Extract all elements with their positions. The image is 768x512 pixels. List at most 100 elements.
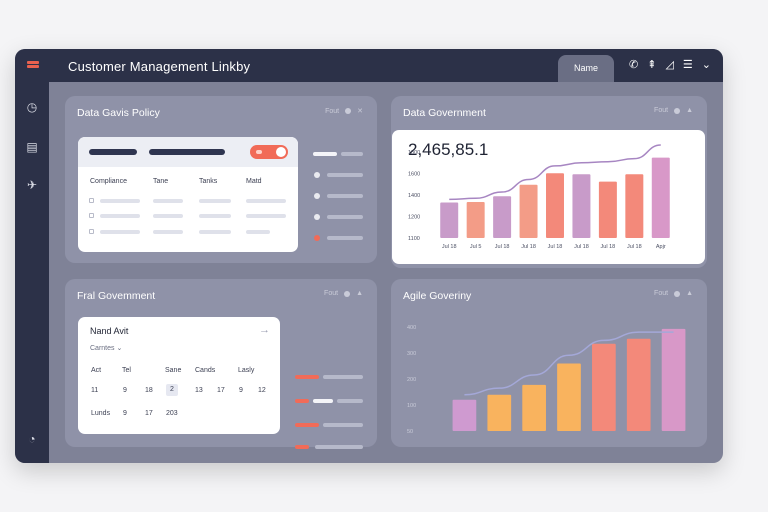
settings-icon[interactable] bbox=[674, 290, 681, 297]
list-menu-icon[interactable]: ☰ bbox=[682, 59, 693, 71]
x-tick-label: Jul 18 bbox=[442, 244, 457, 250]
calendar-cell[interactable]: 9 bbox=[123, 410, 127, 417]
chart-bar bbox=[487, 394, 512, 431]
chart-bar bbox=[546, 173, 564, 238]
chart-bar bbox=[598, 181, 617, 238]
bird-icon[interactable]: ✈ bbox=[26, 178, 38, 192]
phone-icon[interactable]: ✆ bbox=[629, 59, 639, 71]
x-tick-label: Jul 18 bbox=[548, 244, 563, 250]
policy-panel: Data Gavis Policy Fout ✕ Compliance Tane… bbox=[65, 96, 377, 263]
chevron-down-icon: ⌄ bbox=[116, 345, 123, 352]
document-icon[interactable]: ▤ bbox=[26, 140, 38, 154]
chart-bar bbox=[519, 184, 538, 238]
app-window: Customer Management Linkby Name ✆ ⇞ ◿ ☰ … bbox=[15, 49, 723, 463]
calendar-cell[interactable]: 203 bbox=[166, 410, 178, 417]
sidebar: ◷ ▤ ✈ ◔ bbox=[15, 82, 49, 463]
y-tick-label: 300 bbox=[407, 351, 416, 357]
chart-bar bbox=[625, 174, 644, 238]
expand-icon[interactable]: ▲ bbox=[686, 107, 693, 114]
policy-panel-title: Data Gavis Policy bbox=[77, 107, 160, 119]
chart-bar bbox=[440, 202, 459, 238]
government-filter-label[interactable]: Fout bbox=[654, 107, 669, 114]
share-icon[interactable]: ◿ bbox=[665, 59, 674, 71]
arrow-right-icon[interactable]: → bbox=[259, 324, 270, 336]
y-tick-label: 1200 bbox=[408, 215, 420, 221]
chart-bar bbox=[572, 174, 591, 238]
expand-icon[interactable]: ▲ bbox=[686, 290, 693, 297]
chart-bar bbox=[592, 343, 616, 431]
settings-icon[interactable] bbox=[345, 108, 352, 114]
chart-bar bbox=[651, 157, 670, 238]
government-panel: Data Government Fout ▲ 2,465,85.1 Jul 18… bbox=[391, 96, 707, 268]
x-tick-label: Jul 5 bbox=[470, 244, 482, 250]
calendar-cell[interactable]: 9 bbox=[239, 387, 243, 394]
column-header: Matd bbox=[246, 178, 262, 185]
calendar-header: Act bbox=[91, 367, 102, 374]
chart-bar bbox=[661, 328, 686, 431]
expand-icon[interactable]: ▲ bbox=[356, 290, 363, 297]
calendar-cell[interactable]: 12 bbox=[258, 387, 266, 394]
calendar-header: Lasly bbox=[238, 367, 255, 374]
alarm-icon[interactable]: ◔ bbox=[28, 432, 36, 446]
calendar-cell[interactable]: 17 bbox=[217, 387, 225, 394]
tab-name[interactable]: Name bbox=[558, 55, 614, 82]
calendar-cell[interactable]: 18 bbox=[145, 387, 153, 394]
calendar-cell-selected[interactable]: 2 bbox=[166, 384, 178, 396]
settings-icon[interactable] bbox=[674, 107, 681, 114]
calendar-cell[interactable]: Lunds bbox=[91, 410, 111, 417]
y-tick-label: 50 bbox=[407, 429, 413, 435]
x-tick-label: Jul 18 bbox=[601, 244, 616, 250]
column-header: Tanks bbox=[199, 178, 218, 185]
y-tick-label: 400 bbox=[407, 325, 416, 331]
x-tick-label: Apjr bbox=[656, 244, 666, 250]
calendar-dropdown[interactable]: Carntes ⌄ bbox=[90, 345, 123, 352]
calendar-card: Nand Avit → Carntes ⌄ Act Tel Sane Cands… bbox=[78, 317, 280, 434]
title-bar: Customer Management Linkby Name ✆ ⇞ ◿ ☰ … bbox=[15, 49, 723, 82]
chevron-down-icon[interactable]: ⌄ bbox=[701, 59, 711, 71]
chart-bar bbox=[466, 201, 485, 238]
x-tick-label: Jul 18 bbox=[521, 244, 536, 250]
y-tick-label: 1100 bbox=[408, 236, 420, 242]
signal-icon[interactable]: ⇞ bbox=[647, 59, 657, 71]
calendar-cell[interactable]: 9 bbox=[123, 387, 127, 394]
y-tick-label: 200 bbox=[407, 377, 416, 383]
y-tick-label: 100 bbox=[407, 403, 416, 409]
policy-filter-label[interactable]: Fout bbox=[325, 107, 340, 115]
x-tick-label: Jul 18 bbox=[574, 244, 589, 250]
chart-bar bbox=[493, 196, 512, 238]
agile-panel: Agile Goveriny Fout ▲ 400 300 200 100 50 bbox=[391, 279, 707, 447]
calendar-cell[interactable]: 13 bbox=[195, 387, 203, 394]
y-tick-label: 1600 bbox=[408, 172, 420, 178]
hamburger-menu-icon[interactable] bbox=[27, 61, 39, 70]
header-bar bbox=[89, 149, 137, 155]
fral-panel: Fral Govemment Fout ▲ Nand Avit → Carnte… bbox=[65, 279, 377, 449]
calendar-cell[interactable]: 17 bbox=[145, 410, 153, 417]
chart-bar bbox=[452, 399, 477, 431]
settings-icon[interactable] bbox=[344, 290, 351, 297]
chart-bar bbox=[522, 384, 546, 431]
x-tick-label: Jul 18 bbox=[495, 244, 510, 250]
calendar-header: Cands bbox=[195, 367, 216, 374]
y-tick-label: 1400 bbox=[408, 193, 420, 199]
calendar-cell[interactable]: 11 bbox=[91, 387, 99, 394]
close-icon[interactable]: ✕ bbox=[357, 108, 363, 115]
app-title: Customer Management Linkby bbox=[68, 59, 251, 74]
toggle-switch[interactable] bbox=[250, 145, 288, 159]
fral-filter-label[interactable]: Fout bbox=[324, 290, 339, 297]
government-bar-chart: Jul 18 Jul 5 Jul 18 Jul 18 Jul 18 Jul 18 Jul 1… bbox=[408, 144, 670, 250]
calendar-title: Nand Avit bbox=[90, 326, 129, 336]
column-header: Compliance bbox=[90, 178, 127, 185]
agile-filter-label[interactable]: Fout bbox=[654, 290, 669, 297]
clock-icon[interactable]: ◷ bbox=[26, 100, 38, 114]
trend-line bbox=[449, 144, 661, 201]
government-chart-card: 2,465,85.1 Jul 18 Jul 5 Jul 18 Jul 18 Jul 18… bbox=[392, 130, 705, 264]
agile-panel-title: Agile Goveriny bbox=[403, 290, 472, 302]
chart-bar bbox=[557, 363, 581, 431]
fral-panel-title: Fral Govemment bbox=[77, 290, 156, 302]
column-header: Tane bbox=[153, 178, 169, 185]
total-value: 2,465,85.1 bbox=[408, 140, 489, 159]
government-panel-title: Data Government bbox=[403, 107, 486, 119]
x-tick-label: Jul 18 bbox=[627, 244, 642, 250]
y-tick-label: 1800 bbox=[408, 150, 420, 156]
policy-table-card: Compliance Tane Tanks Matd bbox=[78, 137, 298, 252]
